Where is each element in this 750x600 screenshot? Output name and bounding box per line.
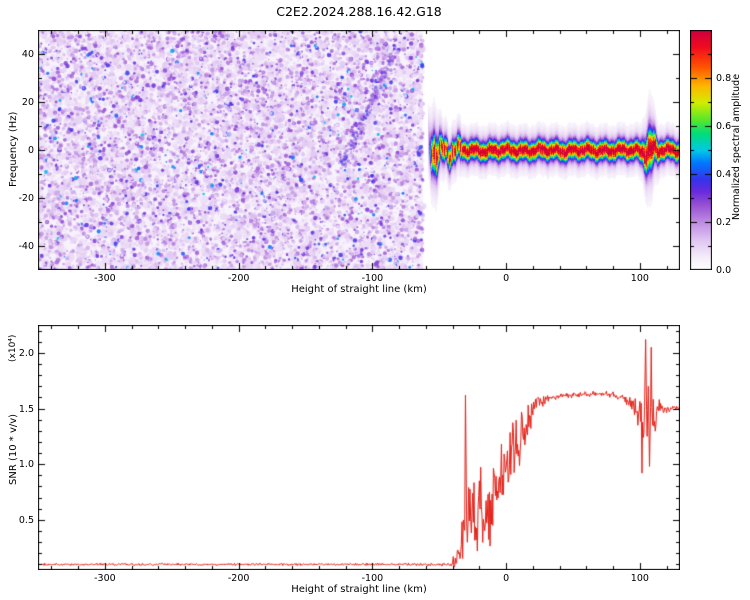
snr-y-axis-label: SNR (10 * v/v) (8, 413, 19, 485)
spectrogram-x-tick-label: -300 (94, 273, 116, 284)
snr-x-tick-label: 100 (630, 573, 649, 584)
spectrogram-x-tick-label: 0 (503, 273, 510, 284)
spectrogram-x-tick-label: -200 (227, 273, 250, 284)
spectrogram-y-tick-label: 40 (21, 49, 34, 60)
snr-x-tick-label: -100 (361, 573, 384, 584)
snr-line-chart (38, 325, 680, 570)
snr-x-axis-label: Height of straight line (km) (291, 584, 427, 595)
spectrogram-x-tick-label: 100 (630, 273, 649, 284)
spectrogram-x-axis-label: Height of straight line (km) (291, 284, 427, 295)
snr-x-tick-label: -300 (94, 573, 116, 584)
spectrogram-y-tick-label: 0 (27, 145, 34, 156)
snr-y-tick-label: 1.0 (18, 459, 34, 471)
page-title: C2E2.2024.288.16.42.G18 (276, 4, 442, 19)
colorbar-tick-label: 0.0 (716, 265, 732, 276)
colorbar-label: Normalized spectral amplitude (731, 73, 742, 220)
spectrogram-x-tick-label: -100 (361, 273, 384, 284)
snr-x-tick-label: -200 (227, 573, 250, 584)
spectrogram-y-tick-label: 20 (21, 97, 34, 108)
snr-y-tick-label: 2.0 (18, 347, 34, 359)
colorbar (690, 30, 712, 270)
colorbar-tick-label: 0.6 (716, 121, 732, 132)
colorbar-tick-label: 0.4 (716, 169, 732, 180)
colorbar-tick-label: 0.2 (716, 217, 732, 228)
spectrogram-heatmap (38, 30, 680, 270)
spectrogram-y-tick-label: -20 (18, 193, 34, 204)
snr-y-tick-label: 0.5 (18, 514, 34, 526)
snr-y-tick-label: 1.5 (18, 403, 34, 415)
colorbar-tick-label: 0.8 (716, 73, 732, 84)
snr-x-tick-label: 0 (503, 573, 510, 584)
spectrogram-y-tick-label: -40 (18, 241, 34, 252)
